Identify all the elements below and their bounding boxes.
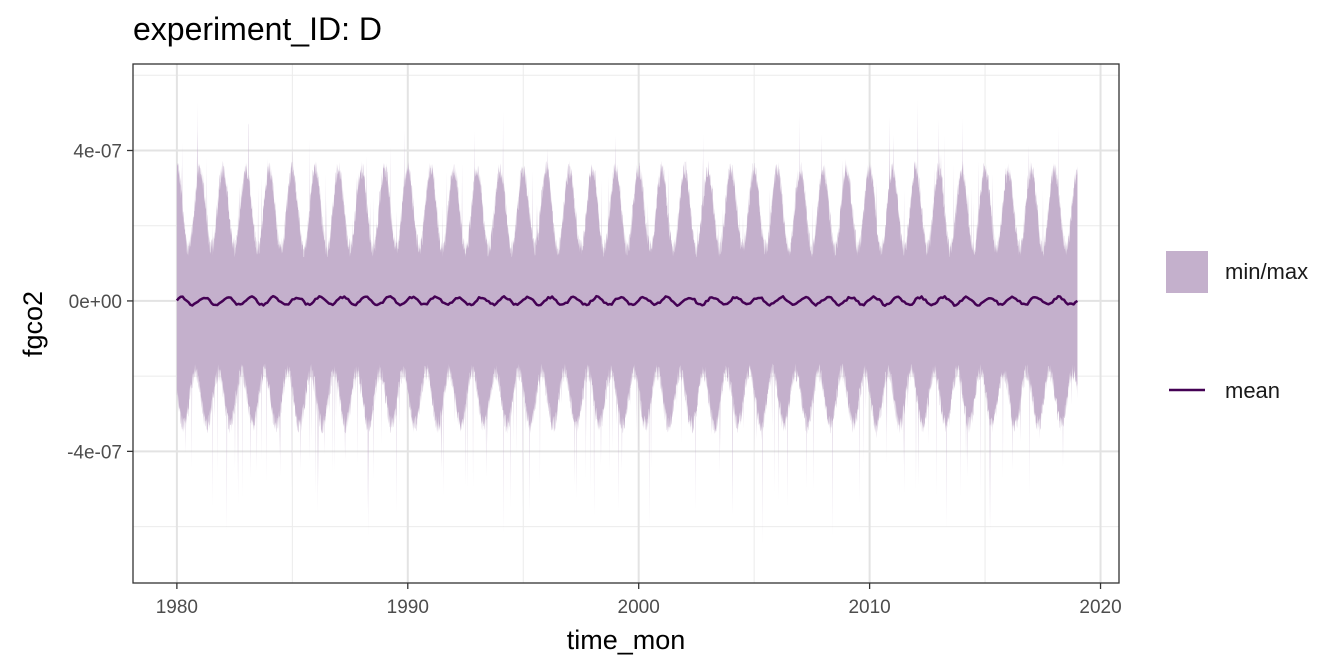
y-tick-label: 4e-07	[73, 142, 122, 163]
legend-key-min-max	[1166, 251, 1208, 293]
plot-border	[132, 63, 1120, 584]
x-axis: 1980 1990 2000 2010 2020	[156, 583, 1122, 618]
x-axis-label: time_mon	[567, 625, 686, 655]
x-tick-label: 2010	[848, 597, 890, 618]
x-tick-label: 1990	[387, 597, 429, 618]
legend-label-mean: mean	[1225, 378, 1280, 403]
x-tick-label: 2020	[1079, 597, 1121, 618]
min-max-band	[176, 99, 1078, 545]
legend-label-min-max: min/max	[1225, 259, 1308, 284]
mean-line	[175, 294, 1079, 307]
x-tick-label: 1980	[156, 597, 198, 618]
y-axis-label: fgco2	[18, 291, 48, 357]
x-tick-label: 2000	[618, 597, 660, 618]
chart-title: experiment_ID: D	[133, 11, 382, 47]
legend: min/max mean	[1166, 251, 1308, 403]
y-axis: -4e-07 0e+00 4e-07	[67, 142, 133, 463]
y-tick-label: 0e+00	[69, 292, 122, 313]
mean-line-layer	[175, 294, 1079, 307]
min-max-band-area	[176, 99, 1078, 545]
y-tick-label: -4e-07	[67, 442, 122, 463]
